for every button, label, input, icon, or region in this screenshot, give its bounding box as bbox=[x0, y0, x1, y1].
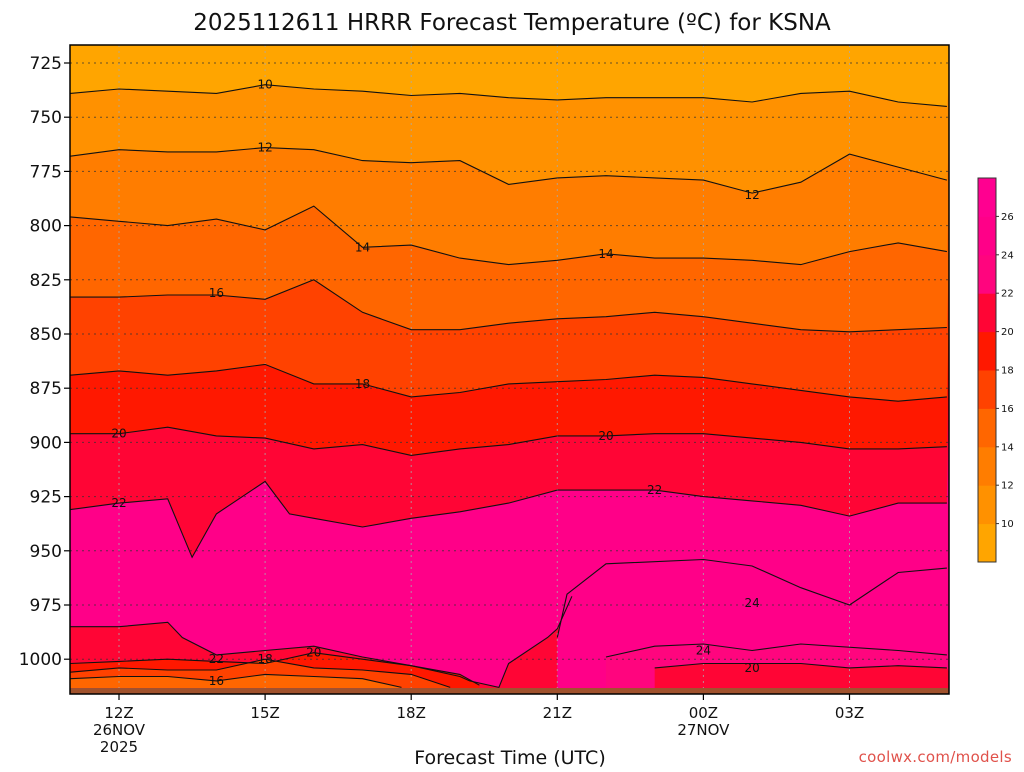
contour-label: 14 bbox=[355, 240, 370, 254]
colorbar-tick-label: 24 bbox=[1001, 250, 1014, 261]
isotherm-22 bbox=[70, 480, 947, 559]
y-tick-label: 975 bbox=[30, 596, 62, 616]
isotherm-20 bbox=[654, 662, 947, 669]
contour-label: 22 bbox=[209, 652, 224, 666]
isotherm-14 bbox=[70, 205, 947, 266]
y-tick-label: 775 bbox=[30, 162, 62, 182]
colorbar-tick-label: 16 bbox=[1001, 404, 1014, 415]
isotherm-16 bbox=[70, 279, 947, 333]
contour-label: 22 bbox=[111, 496, 126, 510]
colorbar-swatch bbox=[978, 485, 996, 525]
contour-label: 22 bbox=[647, 483, 662, 497]
contour-label: 20 bbox=[306, 646, 321, 660]
y-tick-label: 825 bbox=[30, 271, 62, 291]
x-tick-label: 21Z bbox=[543, 704, 572, 722]
colorbar-swatch bbox=[978, 408, 996, 448]
isotherm-24 bbox=[556, 558, 947, 638]
colorbar-tick-label: 22 bbox=[1001, 289, 1014, 300]
isotherm-24 bbox=[605, 643, 947, 658]
contour-label: 10 bbox=[257, 78, 272, 92]
colorbar-swatch bbox=[978, 446, 996, 486]
contour-label: 20 bbox=[598, 429, 613, 443]
contour-lines bbox=[70, 84, 948, 689]
x-tick-label: 27NOV bbox=[677, 721, 730, 739]
y-tick-label: 950 bbox=[30, 542, 62, 562]
x-tick-label: 00Z bbox=[689, 704, 718, 722]
colorbar-swatch bbox=[978, 523, 996, 563]
x-tick-label: 03Z bbox=[835, 704, 864, 722]
contour-label: 24 bbox=[744, 596, 759, 610]
plot-frame bbox=[69, 44, 950, 695]
colorbar-swatch bbox=[978, 254, 996, 294]
y-tick-label: 800 bbox=[30, 217, 62, 237]
x-tick-label: 26NOV bbox=[93, 721, 146, 739]
colorbar-swatch bbox=[978, 370, 996, 409]
temperature-band bbox=[70, 674, 402, 689]
chart-title: 2025112611 HRRR Forecast Temperature (ºC… bbox=[193, 10, 831, 36]
contour-label: 14 bbox=[598, 247, 613, 261]
colorbar-tick-label: 26 bbox=[1001, 212, 1014, 223]
colorbar-swatch bbox=[978, 331, 996, 371]
y-tick-label: 850 bbox=[30, 325, 62, 345]
colorbar-swatch bbox=[978, 216, 996, 256]
x-tick-label: 18Z bbox=[397, 704, 426, 722]
colorbar: 10 12 14 16 18 20 22 24 26 bbox=[977, 177, 1014, 563]
contour-label: 16 bbox=[209, 674, 224, 688]
contour-label: 16 bbox=[209, 286, 224, 300]
isotherm-18 bbox=[70, 658, 451, 688]
contour-label: 12 bbox=[744, 188, 759, 202]
isotherm-16 bbox=[70, 673, 402, 688]
isotherm-20 bbox=[70, 426, 947, 456]
colorbar-swatch bbox=[978, 178, 996, 217]
y-tick-label: 900 bbox=[30, 433, 62, 453]
contour-label: 20 bbox=[744, 661, 759, 675]
contour-label: 24 bbox=[696, 644, 711, 658]
colorbar-tick-label: 18 bbox=[1001, 366, 1014, 377]
ground-layer bbox=[70, 688, 949, 694]
y-tick-label: 750 bbox=[30, 108, 62, 128]
isotherm-12 bbox=[70, 147, 948, 194]
contour-label: 12 bbox=[257, 141, 272, 155]
x-tick-label: 15Z bbox=[250, 704, 279, 722]
temperature-band bbox=[70, 45, 949, 107]
contour-labels: 10 12 12 14 14 16 18 20 20 22 22 22 18 20 24 24 20 16 bbox=[111, 78, 759, 688]
y-tick-label: 1000 bbox=[19, 650, 62, 670]
colorbar-tick-label: 10 bbox=[1001, 519, 1014, 530]
colorbar-tick-label: 14 bbox=[1001, 442, 1014, 453]
y-axis: 725 750 775 800 825 850 875 900 925 950 975 1000 bbox=[19, 54, 70, 670]
colorbar-tick-label: 12 bbox=[1001, 481, 1014, 492]
grid-lines bbox=[70, 45, 949, 689]
y-tick-label: 875 bbox=[30, 379, 62, 399]
y-tick-label: 925 bbox=[30, 488, 62, 508]
x-tick-label: 2025 bbox=[100, 738, 138, 756]
colorbar-swatch bbox=[978, 293, 996, 333]
colorbar-tick-label: 20 bbox=[1001, 327, 1014, 338]
isotherm-20 bbox=[70, 652, 480, 686]
contour-label: 18 bbox=[355, 377, 370, 391]
y-tick-label: 725 bbox=[30, 54, 62, 74]
isotherm-10 bbox=[70, 84, 947, 107]
credit-link[interactable]: coolwx.com/models bbox=[859, 748, 1012, 766]
isotherm-18 bbox=[70, 363, 947, 402]
temperature-band bbox=[654, 663, 949, 689]
contour-label: 18 bbox=[257, 652, 272, 666]
x-tick-label: 12Z bbox=[104, 704, 133, 722]
temperature-fill bbox=[70, 45, 949, 694]
isotherm-22 bbox=[70, 596, 573, 689]
ground-surface bbox=[70, 688, 949, 694]
contour-label: 20 bbox=[111, 427, 126, 441]
x-axis-label: Forecast Time (UTC) bbox=[414, 747, 605, 768]
